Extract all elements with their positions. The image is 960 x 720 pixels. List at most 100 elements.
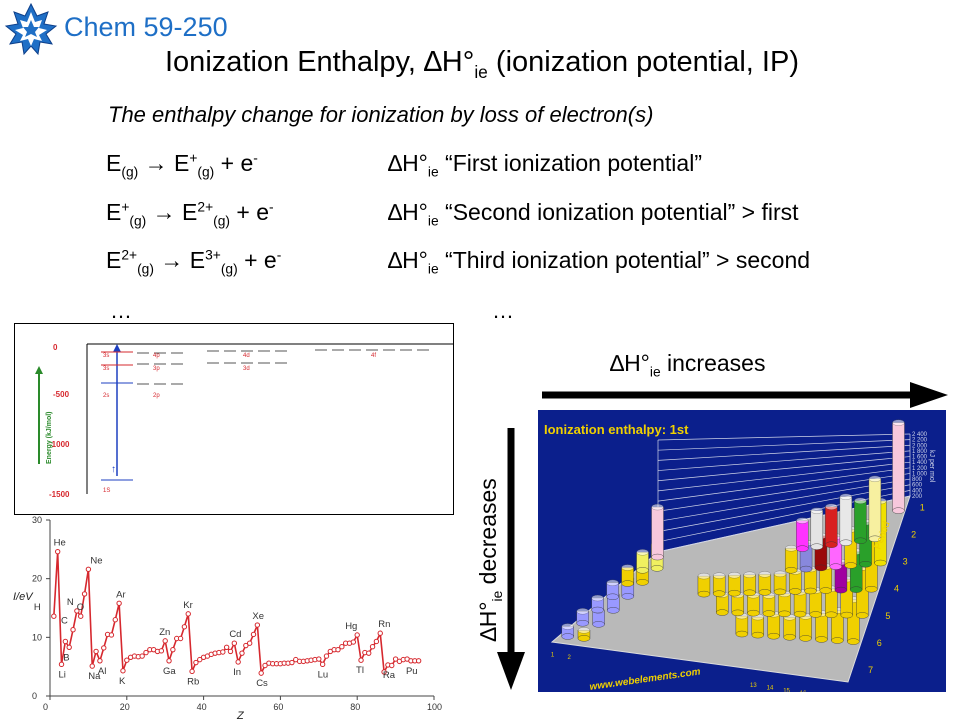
data-point bbox=[239, 650, 245, 656]
data-point bbox=[158, 648, 165, 654]
d-levels bbox=[207, 350, 287, 364]
element-label: Cd bbox=[229, 629, 241, 640]
equation-3: E2+(g) → E3+(g) + e- bbox=[106, 247, 282, 277]
wb-ytick: 600 bbox=[912, 483, 923, 489]
element-label: Zn bbox=[159, 627, 170, 638]
equation-3-description: ∆H°ie “Third ionization potential” > sec… bbox=[388, 247, 811, 277]
data-point bbox=[231, 640, 238, 646]
bar bbox=[839, 493, 853, 546]
period-label: 4 bbox=[894, 584, 899, 594]
equation-1-description: ∆H°ie “First ionization potential” bbox=[388, 150, 702, 180]
bar bbox=[561, 623, 574, 640]
ie-xlabel: Z bbox=[236, 710, 245, 720]
y-tick-label: 30 bbox=[32, 515, 42, 525]
grid-line bbox=[657, 467, 911, 502]
data-point bbox=[339, 644, 345, 650]
group-label: 16 bbox=[800, 691, 807, 692]
wb-ytick: 400 bbox=[912, 488, 923, 494]
ellipsis-right: … bbox=[492, 298, 514, 323]
element-label: In bbox=[233, 667, 241, 678]
data-point bbox=[227, 648, 234, 655]
decrease-arrow-icon bbox=[497, 428, 525, 690]
bar bbox=[825, 503, 838, 548]
grid-line bbox=[657, 495, 911, 553]
group-label: 2 bbox=[568, 655, 572, 661]
data-point bbox=[177, 635, 184, 642]
data-point bbox=[369, 644, 376, 650]
y-tick-label: 20 bbox=[32, 574, 42, 584]
data-point bbox=[70, 627, 76, 633]
ytick-1000: -1000 bbox=[49, 440, 70, 449]
period-label: 2 bbox=[911, 529, 916, 539]
element-label: C bbox=[61, 616, 68, 627]
slide-title: Ionization Enthalpy, ∆H°ie (ionization p… bbox=[165, 46, 799, 83]
level-2p: 2p bbox=[153, 393, 160, 399]
grid-line bbox=[657, 484, 911, 532]
period-label: 7 bbox=[868, 665, 873, 675]
wb-ylabel: kJ per mol bbox=[928, 450, 935, 483]
element-label: Ga bbox=[163, 666, 176, 677]
data-point bbox=[377, 630, 383, 636]
data-point bbox=[185, 611, 191, 617]
element-label: Rb bbox=[187, 676, 199, 687]
data-point bbox=[350, 639, 357, 645]
data-point bbox=[81, 591, 88, 597]
bar bbox=[784, 545, 798, 574]
wb-ytick: 2 400 bbox=[912, 432, 928, 438]
wb-title: Ionization enthalpy: 1st bbox=[544, 422, 689, 437]
bar bbox=[606, 579, 619, 600]
data-point bbox=[124, 657, 130, 663]
ytick-0: 0 bbox=[53, 343, 58, 352]
bar bbox=[751, 613, 765, 639]
data-point bbox=[262, 662, 268, 669]
bar bbox=[576, 608, 589, 627]
bar bbox=[825, 585, 838, 618]
data-point bbox=[289, 659, 295, 666]
bar bbox=[636, 549, 649, 574]
ie-series-points bbox=[51, 548, 422, 676]
data-point bbox=[112, 617, 118, 623]
grid-line bbox=[657, 456, 911, 482]
group-label: 1 bbox=[551, 653, 555, 659]
x-tick-label: 60 bbox=[273, 702, 283, 712]
level-3s: 3s bbox=[103, 353, 109, 359]
data-point bbox=[78, 613, 84, 619]
chart-bars bbox=[561, 419, 905, 645]
element-label: H bbox=[34, 602, 41, 613]
data-point bbox=[54, 548, 61, 555]
x-tick-label: 40 bbox=[197, 702, 207, 712]
wb-ytick: 1 800 bbox=[912, 449, 928, 455]
data-point bbox=[66, 644, 72, 651]
element-label: N bbox=[67, 597, 74, 608]
grid-line bbox=[657, 490, 911, 543]
equation-1: E(g) → E+(g) + e- bbox=[106, 150, 258, 180]
ellipsis-left: … bbox=[110, 298, 132, 323]
course-code: Chem 59-250 bbox=[64, 12, 228, 42]
p-levels bbox=[137, 352, 183, 385]
group-label: 13 bbox=[750, 683, 757, 689]
increase-trend-label: ∆H°ie increases bbox=[610, 350, 766, 380]
level-4f: 4f bbox=[371, 353, 376, 359]
data-point bbox=[108, 632, 115, 638]
data-point bbox=[139, 653, 145, 659]
data-point bbox=[170, 646, 176, 653]
bar bbox=[762, 592, 776, 617]
data-point bbox=[93, 648, 99, 655]
data-point bbox=[116, 600, 122, 607]
grid-line bbox=[657, 450, 911, 471]
data-point bbox=[415, 658, 422, 664]
x-tick-label: 20 bbox=[120, 702, 130, 712]
element-label: Ne bbox=[90, 555, 102, 566]
data-point bbox=[62, 638, 69, 645]
element-label: Hg bbox=[345, 621, 357, 632]
group-label: 15 bbox=[783, 688, 790, 692]
element-label: Kr bbox=[183, 600, 193, 611]
element-label: Lu bbox=[318, 669, 329, 680]
element-label: O bbox=[77, 602, 84, 613]
period-label: 5 bbox=[885, 611, 890, 621]
wb-ytick: 800 bbox=[912, 477, 923, 483]
ytick-1500: -1500 bbox=[49, 490, 70, 499]
x-tick-label: 80 bbox=[350, 702, 360, 712]
